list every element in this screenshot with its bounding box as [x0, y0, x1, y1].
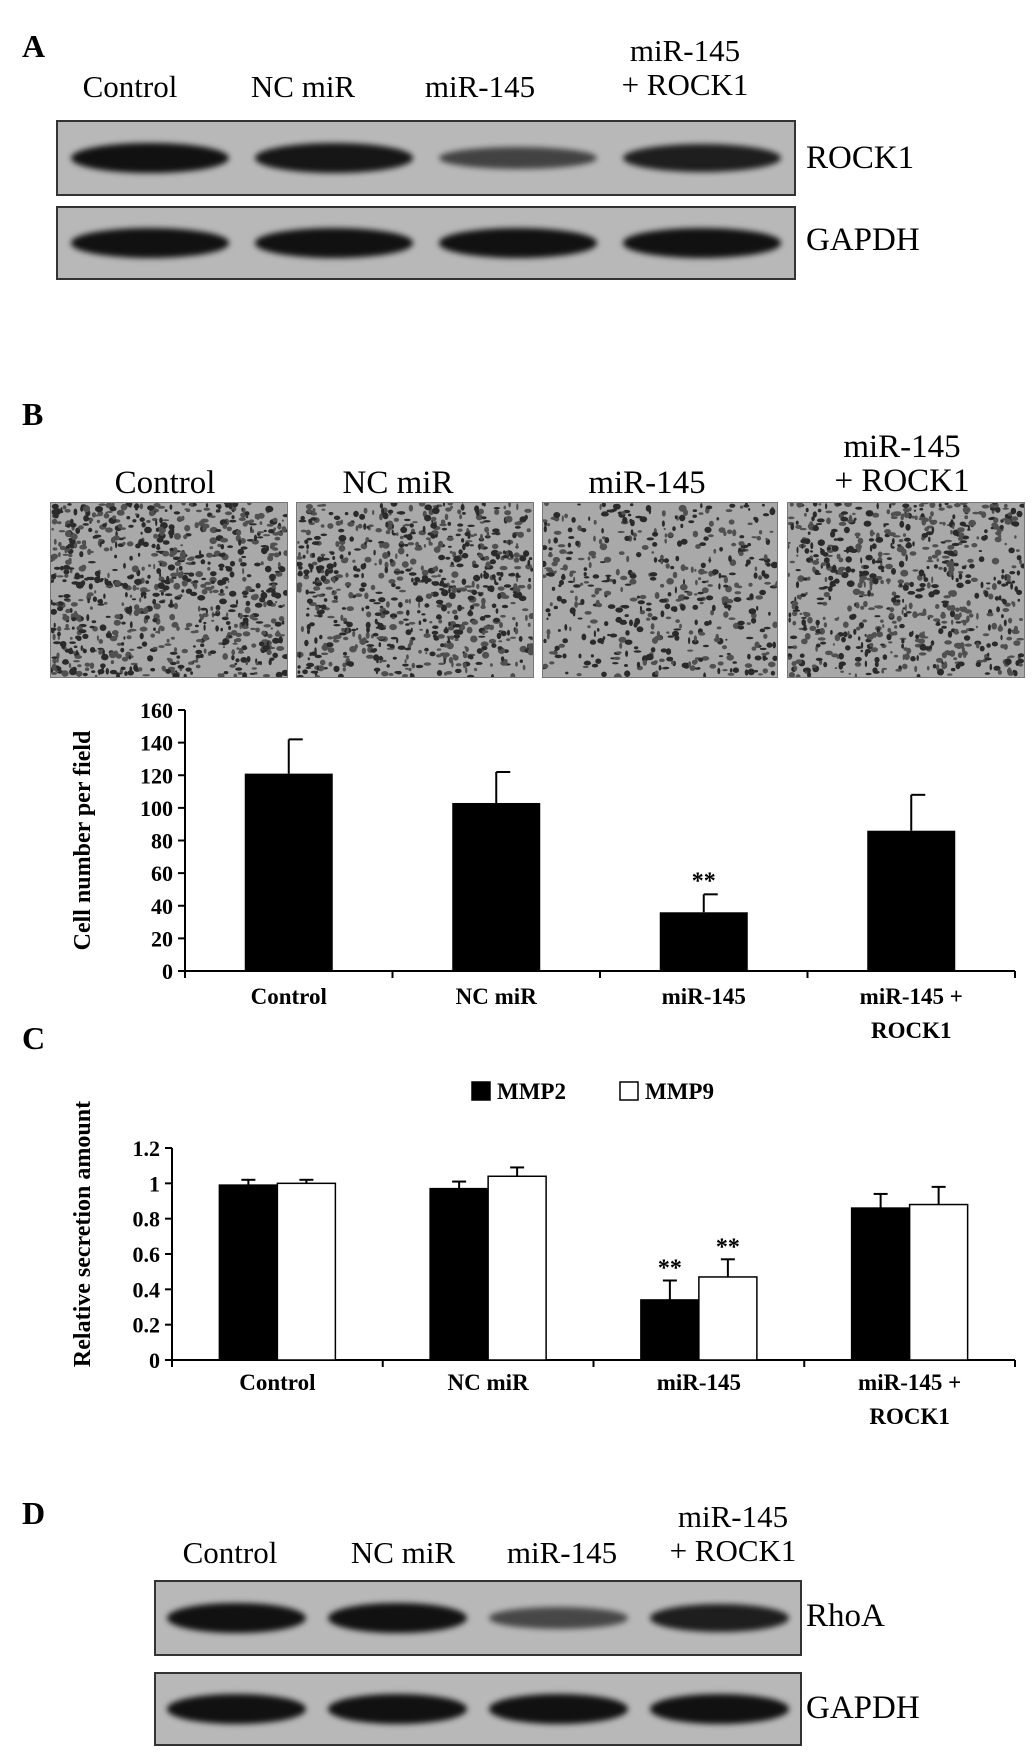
- blot-band: [438, 146, 598, 170]
- y-tick-label: 0.2: [133, 1313, 161, 1338]
- y-tick-label: 120: [140, 763, 173, 788]
- blot-band: [254, 143, 414, 173]
- y-tick-label: 0.8: [133, 1207, 161, 1232]
- legend-label: MMP2: [497, 1079, 566, 1104]
- lane-label: miR-145 + ROCK1: [669, 1499, 797, 1568]
- lane-label: Control: [182, 1535, 278, 1570]
- bar: [659, 912, 748, 971]
- blot-band: [489, 1607, 628, 1629]
- y-tick-label: 60: [151, 861, 173, 886]
- lane-label: miR-145: [506, 1535, 618, 1570]
- y-tick-label: 0.6: [133, 1242, 161, 1267]
- rhoa-blot: [154, 1580, 802, 1656]
- y-axis-label: Relative secretion amount: [70, 1101, 96, 1367]
- legend-label: MMP9: [645, 1079, 714, 1104]
- blot-band: [650, 1694, 789, 1724]
- bar: [867, 830, 956, 971]
- image-label: miR-145: [588, 465, 706, 501]
- y-tick-label: 1: [149, 1171, 160, 1196]
- blot-band: [328, 1694, 467, 1724]
- bar: [698, 1276, 758, 1361]
- blot-band: [650, 1603, 789, 1633]
- panel-c-letter: C: [22, 1020, 46, 1056]
- x-tick-label: NC miR: [456, 984, 538, 1009]
- gapdh-blot-a-label: GAPDH: [806, 222, 920, 258]
- x-tick-label: miR-145: [662, 984, 746, 1009]
- blot-band: [70, 228, 230, 258]
- rock1-blot: [56, 120, 796, 196]
- x-tick-label: Control: [251, 984, 327, 1009]
- lane-label: NC miR: [250, 69, 356, 104]
- image-label: NC miR: [342, 465, 454, 501]
- significance-label: **: [658, 1256, 682, 1282]
- panel-d-letter: D: [22, 1495, 46, 1531]
- y-tick-label: 140: [140, 731, 173, 756]
- blot-band: [489, 1694, 628, 1724]
- y-tick-label: 1.2: [133, 1136, 161, 1161]
- y-tick-label: 100: [140, 796, 173, 821]
- gapdh-blot-d: [154, 1672, 802, 1746]
- lane-label: miR-145: [424, 69, 536, 104]
- y-tick-label: 0: [162, 959, 173, 984]
- blot-band: [328, 1602, 467, 1634]
- gapdh-blot-d-label: GAPDH: [806, 1690, 920, 1726]
- blot-band: [622, 143, 782, 173]
- blot-band: [254, 228, 414, 258]
- blot-band: [167, 1602, 306, 1634]
- y-tick-label: 0: [149, 1348, 160, 1373]
- blot-band: [70, 142, 230, 174]
- x-tick-label: miR-145: [657, 1370, 741, 1395]
- significance-label: **: [692, 868, 716, 894]
- legend-swatch: [619, 1081, 639, 1101]
- micrograph-nc-mir: [296, 502, 534, 678]
- bar: [908, 1203, 969, 1361]
- y-tick-label: 0.4: [133, 1277, 161, 1302]
- micrograph-mir-145: [542, 502, 778, 678]
- lane-label: NC miR: [350, 1535, 456, 1570]
- micrograph-control: [50, 502, 288, 678]
- rhoa-blot-label: RhoA: [806, 1598, 885, 1634]
- lane-label: Control: [82, 69, 178, 104]
- blot-band: [622, 228, 782, 258]
- gapdh-blot-a: [56, 206, 796, 280]
- image-label: miR-145 + ROCK1: [834, 429, 970, 499]
- rock1-blot-label: ROCK1: [806, 140, 915, 176]
- image-label: Control: [114, 465, 216, 501]
- micrograph-mir-145-rock1: [787, 502, 1025, 678]
- bar: [218, 1184, 279, 1361]
- bar: [429, 1187, 489, 1361]
- y-tick-label: 80: [151, 829, 173, 854]
- bar: [452, 802, 541, 971]
- y-tick-label: 20: [151, 926, 173, 951]
- lane-label: miR-145 + ROCK1: [621, 33, 749, 102]
- blot-band: [167, 1694, 306, 1724]
- x-tick-label: miR-145 + ROCK1: [858, 1370, 961, 1429]
- y-axis-label: Cell number per field: [70, 730, 96, 950]
- bar: [244, 773, 333, 971]
- bar: [640, 1299, 700, 1361]
- significance-label: **: [716, 1234, 740, 1260]
- y-tick-label: 160: [140, 698, 173, 723]
- bar: [487, 1175, 547, 1361]
- x-tick-label: NC miR: [448, 1370, 530, 1395]
- blot-band: [438, 228, 598, 258]
- x-tick-label: Control: [239, 1370, 315, 1395]
- bar: [850, 1207, 911, 1361]
- x-tick-label: miR-145 + ROCK1: [860, 984, 963, 1043]
- panel-a-letter: A: [22, 28, 46, 64]
- bar: [276, 1182, 337, 1361]
- legend-swatch: [471, 1081, 491, 1101]
- panel-b-letter: B: [22, 396, 44, 432]
- y-tick-label: 40: [151, 894, 173, 919]
